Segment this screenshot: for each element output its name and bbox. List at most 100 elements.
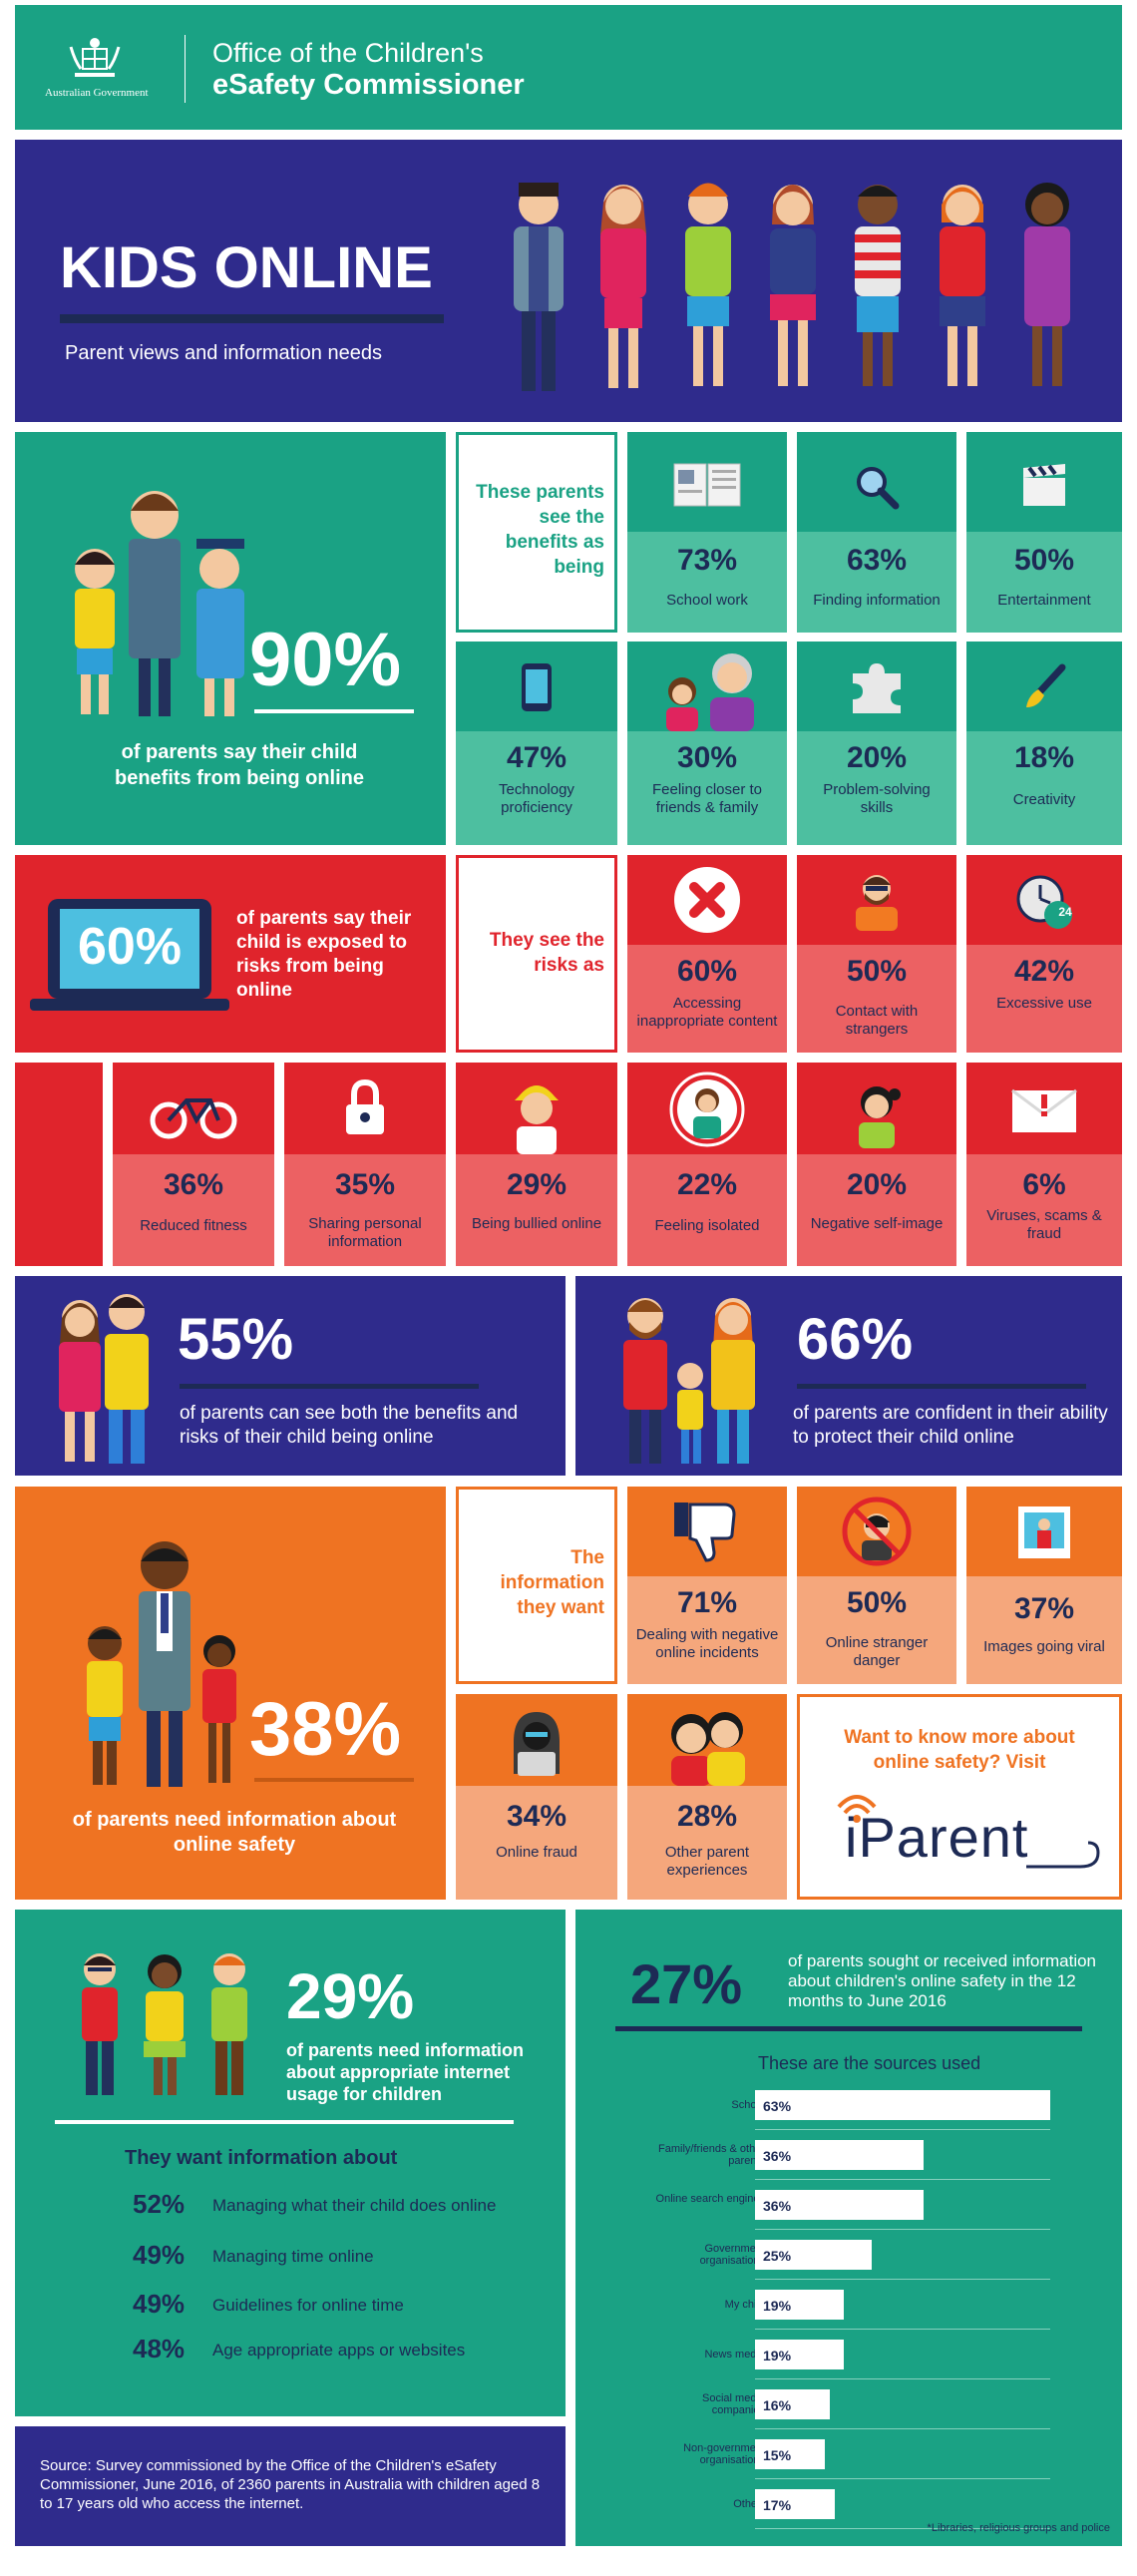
chart-value-label: 19% bbox=[763, 2298, 792, 2314]
chart-bar: 36% bbox=[755, 2140, 924, 2170]
benefit-label: Finding information bbox=[813, 592, 941, 609]
clock-badge: 24 bbox=[1058, 905, 1072, 919]
confident-underline bbox=[797, 1384, 1086, 1389]
benefit-pct: 63% bbox=[846, 544, 908, 577]
risk-tile-reduced-fitness: 36% Reduced fitness bbox=[113, 1063, 274, 1266]
benefit-tile-closer-to-family: 30% Feeling closer to friends & family bbox=[627, 642, 787, 845]
risk-pct: 6% bbox=[1022, 1168, 1066, 1201]
benefit-label: Entertainment bbox=[997, 592, 1091, 609]
clock-icon bbox=[1016, 875, 1072, 929]
chart-row: Social media companies 16% bbox=[575, 2384, 1122, 2434]
usage-item-pct: 48% bbox=[133, 2334, 186, 2363]
source-note: Source: Survey commissioned by the Offic… bbox=[40, 2457, 541, 2512]
chart-category-label: Family/friends & other parents bbox=[658, 2143, 765, 2167]
three-kids-illustration bbox=[82, 1953, 247, 2095]
book-icon bbox=[673, 463, 741, 507]
chart-value-label: 15% bbox=[763, 2447, 792, 2463]
usage-item: 49% Guidelines for online time bbox=[133, 2289, 552, 2323]
risk-pct: 22% bbox=[676, 1168, 738, 1201]
chart-value-label: 19% bbox=[763, 2348, 792, 2363]
info-pct: 28% bbox=[676, 1800, 738, 1833]
info-tile-negative-incidents: 71% Dealing with negative online inciden… bbox=[627, 1487, 787, 1684]
risk-pct: 50% bbox=[846, 955, 908, 988]
isolated-icon bbox=[669, 1072, 745, 1147]
stranger-danger-icon bbox=[842, 1497, 912, 1566]
chart-row-line bbox=[755, 2528, 1050, 2529]
source-note-panel: Source: Survey commissioned by the Offic… bbox=[15, 2426, 566, 2546]
sought-pct: 27% bbox=[630, 1952, 743, 2015]
chart-category-label: Social media companies bbox=[702, 2392, 765, 2416]
confident-text: of parents are confident in their abilit… bbox=[793, 1403, 1108, 1448]
risk-label: Negative self-image bbox=[810, 1215, 944, 1232]
office-line1: Office of the Children's bbox=[212, 38, 484, 68]
kids-group-illustration bbox=[514, 183, 1070, 391]
risk-label: Sharing personal information bbox=[308, 1215, 422, 1250]
laptop-icon bbox=[30, 899, 229, 1011]
iparent-swoosh bbox=[1026, 1841, 1100, 1869]
chart-value-label: 36% bbox=[763, 2198, 792, 2214]
info-pct: 71% bbox=[676, 1586, 738, 1619]
chart-bar: 15% bbox=[755, 2439, 825, 2469]
benefit-tile-school-work: 73% School work bbox=[627, 432, 787, 633]
benefit-pct: 30% bbox=[676, 741, 738, 774]
chart-value-label: 17% bbox=[763, 2497, 792, 2513]
benefit-pct: 47% bbox=[506, 741, 568, 774]
info-pct: 50% bbox=[846, 1586, 908, 1619]
sought-text: of parents sought or received informatio… bbox=[788, 1951, 1097, 2010]
gov-label: Australian Government bbox=[45, 87, 149, 99]
risk-pct: 20% bbox=[846, 1168, 908, 1201]
sought-divider bbox=[615, 2026, 1082, 2031]
family-illustration bbox=[623, 1298, 755, 1464]
info-intro-text: The information they want bbox=[500, 1547, 605, 1618]
chart-bar: 63% bbox=[755, 2090, 1050, 2120]
info-tile-online-fraud: 34% Online fraud bbox=[456, 1694, 617, 1900]
risks-big-pct: 60% bbox=[77, 918, 183, 976]
info-label: Other parent experiences bbox=[664, 1844, 750, 1879]
info-label: Online stranger danger bbox=[825, 1634, 929, 1669]
chart-row: Non-government organisations 15% bbox=[575, 2434, 1122, 2484]
couple-illustration bbox=[59, 1294, 149, 1464]
chart-bar: 36% bbox=[755, 2190, 924, 2220]
risk-label: Reduced fitness bbox=[140, 1217, 247, 1234]
iparent-cta-box[interactable]: Want to know more about online safety? V… bbox=[797, 1694, 1122, 1900]
info-label: Dealing with negative online incidents bbox=[635, 1626, 779, 1661]
chart-bar: 25% bbox=[755, 2240, 872, 2270]
sources-title: These are the sources used bbox=[758, 2053, 981, 2073]
chart-value-label: 25% bbox=[763, 2248, 792, 2264]
iparent-logo[interactable]: iParent bbox=[845, 1806, 1029, 1869]
chart-row: Family/friends & other parents 36% bbox=[575, 2135, 1122, 2185]
iparent-cta-text: Want to know more about online safety? V… bbox=[844, 1727, 1075, 1773]
sources-bar-chart: School 63% Family/friends & other parents 3… bbox=[575, 2085, 1122, 2529]
chart-row-line bbox=[755, 2378, 1050, 2379]
risk-tile-viruses: 6% Viruses, scams & fraud bbox=[966, 1063, 1122, 1266]
info-tile-images-viral: 37% Images going viral bbox=[966, 1487, 1122, 1684]
risk-tile-inappropriate-content: 60% Accessing inappropriate content bbox=[627, 855, 787, 1053]
benefit-label: Creativity bbox=[1012, 791, 1076, 808]
risk-label: Viruses, scams & fraud bbox=[986, 1207, 1102, 1242]
chart-row: News media 19% bbox=[575, 2335, 1122, 2384]
info-pct: 37% bbox=[1013, 1592, 1075, 1625]
risks-big-text: of parents say their child is exposed to… bbox=[236, 908, 412, 1001]
risk-pct: 29% bbox=[506, 1168, 568, 1201]
benefit-tile-finding-information: 63% Finding information bbox=[797, 432, 956, 633]
chart-row: Online search engines 36% bbox=[575, 2185, 1122, 2235]
chart-row-line bbox=[755, 2179, 1050, 2180]
benefits-underline bbox=[254, 709, 414, 713]
risk-tile-isolated: 22% Feeling isolated bbox=[627, 1063, 787, 1266]
risk-pct: 42% bbox=[1013, 955, 1075, 988]
father-children-illustration bbox=[87, 1541, 236, 1787]
chart-category-label: Other* bbox=[733, 2498, 765, 2510]
benefit-label: Technology proficiency bbox=[499, 781, 574, 816]
magnifier-icon bbox=[857, 467, 900, 510]
both-panel: 55% of parents can see both the benefits… bbox=[15, 1276, 566, 1476]
chart-bar: 19% bbox=[755, 2340, 844, 2369]
usage-item-label: Age appropriate apps or websites bbox=[212, 2341, 466, 2360]
usage-text: of parents need information about approp… bbox=[286, 2040, 525, 2104]
risk-tile-sharing-info: 35% Sharing personal information bbox=[284, 1063, 446, 1266]
header-banner: Australian Government Office of the Chil… bbox=[15, 5, 1122, 130]
chart-value-label: 36% bbox=[763, 2148, 792, 2164]
both-underline bbox=[180, 1384, 479, 1389]
info-label: Images going viral bbox=[983, 1638, 1105, 1655]
chart-row-line bbox=[755, 2229, 1050, 2230]
chart-category-label: My child bbox=[724, 2299, 765, 2311]
